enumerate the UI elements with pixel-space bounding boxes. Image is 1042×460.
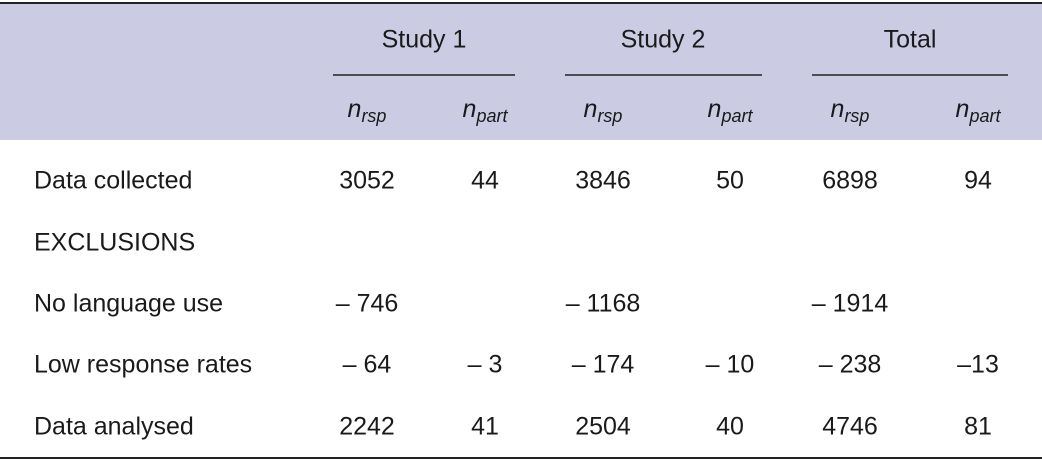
group-header: Study 2 xyxy=(621,26,706,54)
cell: – 746 xyxy=(336,290,399,318)
cell: – 3 xyxy=(468,351,503,379)
row-label: Low response rates xyxy=(34,351,252,379)
group-header: Study 1 xyxy=(382,26,467,54)
header-background xyxy=(0,3,1042,140)
sub-header: nrsp xyxy=(831,95,870,126)
sub-header: npart xyxy=(956,95,1002,126)
cell: 3052 xyxy=(339,167,395,195)
cell: –13 xyxy=(957,351,999,379)
cell: 40 xyxy=(716,413,744,441)
cell: 3846 xyxy=(575,167,631,195)
cell: 2242 xyxy=(339,413,395,441)
cell: 50 xyxy=(716,167,744,195)
cell: 6898 xyxy=(822,167,878,195)
cell: 4746 xyxy=(822,413,878,441)
cell: 81 xyxy=(964,413,992,441)
sub-header: npart xyxy=(708,95,754,126)
subscript: part xyxy=(720,106,753,126)
subscript: part xyxy=(968,106,1001,126)
cell: 41 xyxy=(471,413,499,441)
group-header: Total xyxy=(884,26,937,54)
row-label: Data collected xyxy=(34,167,192,195)
symbol: n xyxy=(708,95,722,123)
symbol: n xyxy=(831,95,845,123)
row-label: Data analysed xyxy=(34,413,194,441)
subscript: part xyxy=(475,106,508,126)
row-label: No language use xyxy=(34,290,223,318)
subscript: rsp xyxy=(844,106,869,126)
symbol: n xyxy=(584,95,598,123)
sub-header: nrsp xyxy=(584,95,623,126)
sub-header: nrsp xyxy=(348,95,387,126)
symbol: n xyxy=(348,95,362,123)
cell: – 64 xyxy=(343,351,392,379)
cell: – 1914 xyxy=(812,290,889,318)
symbol: n xyxy=(463,95,477,123)
cell: – 174 xyxy=(572,351,635,379)
cell: – 1168 xyxy=(566,290,641,318)
cell: – 238 xyxy=(819,351,882,379)
row-label: EXCLUSIONS xyxy=(34,229,195,257)
sub-header: npart xyxy=(463,95,509,126)
symbol: n xyxy=(956,95,970,123)
cell: – 10 xyxy=(706,351,755,379)
subscript: rsp xyxy=(597,106,622,126)
subscript: rsp xyxy=(361,106,386,126)
cell: 94 xyxy=(964,167,992,195)
cell: 2504 xyxy=(575,413,631,441)
cell: 44 xyxy=(471,167,499,195)
